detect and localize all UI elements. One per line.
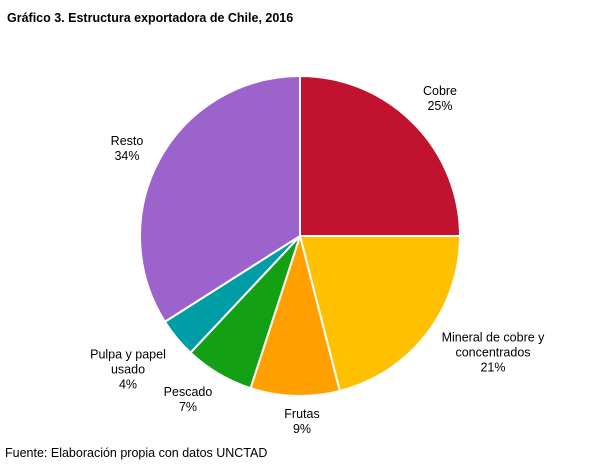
slice-label-pulpa-y-papel-usado: Pulpa y papel usado 4% <box>90 348 166 392</box>
slice-label-cobre: Cobre 25% <box>423 84 457 113</box>
slice-label-resto: Resto 34% <box>111 134 144 163</box>
slice-label-frutas: Frutas 9% <box>284 407 319 436</box>
pie-slice-frutas <box>249 235 341 397</box>
pie-slice-resto <box>139 75 301 323</box>
pie-slice-cobre <box>299 75 461 237</box>
source-note: Fuente: Elaboración propia con datos UNC… <box>5 446 268 460</box>
pie-slice-mineral-de-cobre-y-concentrados <box>299 235 461 392</box>
slice-label-mineral-de-cobre-y-concentrados: Mineral de cobre y concentrados 21% <box>442 331 546 375</box>
slice-label-pescado: Pescado 7% <box>164 385 213 414</box>
chart-title: Gráfico 3. Estructura exportadora de Chi… <box>7 11 294 25</box>
